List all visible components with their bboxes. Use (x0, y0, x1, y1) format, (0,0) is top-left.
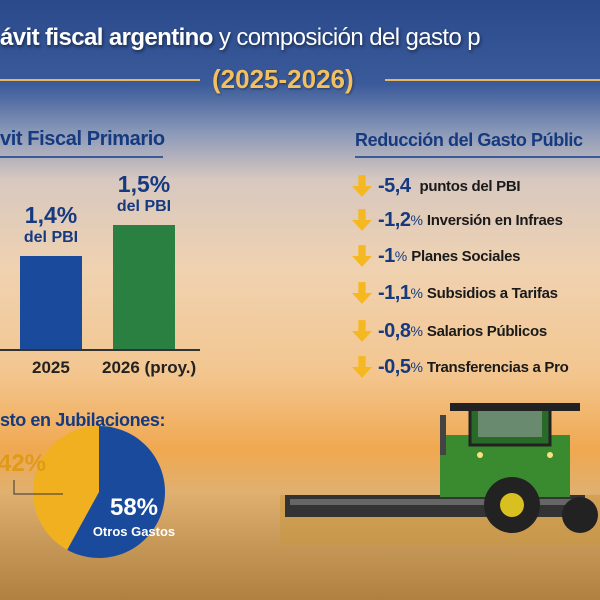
reduction-value: -1 (378, 244, 395, 267)
arrow-down-icon (352, 175, 372, 197)
reduction-label: Salarios Públicos (426, 322, 547, 340)
title-light: y composición del gasto p (218, 24, 481, 51)
percent-sign: % (394, 248, 408, 264)
unit: del PBI (116, 198, 172, 215)
reduction-label: Planes Sociales (411, 247, 521, 265)
value: 1,4% (24, 202, 78, 228)
reduction-value: -1,1 (378, 281, 411, 304)
pie-label-otros-gastos: Otros Gastos (93, 524, 175, 539)
reduction-value: -0,8 (378, 319, 411, 342)
bar-value-label: 1,5% del PBI (99, 171, 189, 216)
leader-line (13, 480, 63, 495)
left-underline (0, 156, 163, 158)
arrow-down-icon (352, 356, 372, 378)
percent-sign: % (410, 323, 423, 339)
reduction-item: -1,2% Inversión en Infraes (352, 206, 563, 234)
arrow-down-icon (352, 282, 372, 304)
arrow-down-icon (352, 320, 372, 342)
reduction-label: Transferencias a Pro (426, 358, 569, 376)
reduction-label: Inversión en Infraes (426, 211, 563, 229)
reduction-item: -1% Planes Sociales (352, 242, 520, 270)
pie-label-58: 58% (110, 494, 158, 521)
right-heading: Reducción del Gasto Públic (355, 130, 583, 150)
reduction-label: Subsidios a Tarifas (426, 284, 558, 302)
reduction-item: -5,4 puntos del PBI (352, 172, 521, 200)
x-axis (0, 349, 200, 351)
value: 1,5% (117, 171, 171, 197)
pie-slice-otros-gastos (67, 426, 165, 558)
left-heading: vit Fiscal Primario (0, 128, 165, 150)
percent-sign: % (410, 359, 423, 375)
main-title: ávit fiscal argentino y composición del … (0, 24, 481, 52)
pie-chart: 42% 58% Otros Gastos (0, 426, 175, 558)
pie-label-42: 42% (0, 450, 46, 477)
arrow-down-icon (352, 245, 372, 267)
combine-harvester-image (280, 403, 600, 545)
reduction-label: puntos del PBI (419, 177, 521, 195)
reduction-item: -0,8% Salarios Públicos (352, 317, 547, 345)
divider-left (0, 79, 200, 81)
pie-heading: sto en Jubilaciones: (0, 410, 166, 430)
title-bold: ávit fiscal argentino (0, 24, 213, 51)
reduction-item: -0,5% Transferencias a Pro (352, 353, 569, 381)
percent-sign: % (410, 212, 423, 228)
reduction-item: -1,1% Subsidios a Tarifas (352, 279, 558, 307)
unit: del PBI (23, 229, 79, 246)
percent-sign: % (410, 285, 423, 301)
arrow-down-icon (352, 209, 372, 231)
x-tick-label: 2025 (32, 358, 70, 377)
x-tick-label: 2026 (proy.) (102, 358, 197, 377)
bar-2025 (20, 256, 82, 349)
bar-2026 (113, 225, 175, 349)
subtitle: (2025-2026) (212, 64, 354, 94)
divider-right (385, 79, 600, 81)
pie-slice-jubilaciones (32, 426, 99, 550)
reduction-value: -1,2 (378, 208, 411, 231)
reduction-value: -0,5 (378, 355, 411, 378)
right-underline (355, 156, 600, 158)
reduction-value: -5,4 (378, 174, 411, 197)
bar-value-label: 1,4% del PBI (6, 202, 96, 247)
